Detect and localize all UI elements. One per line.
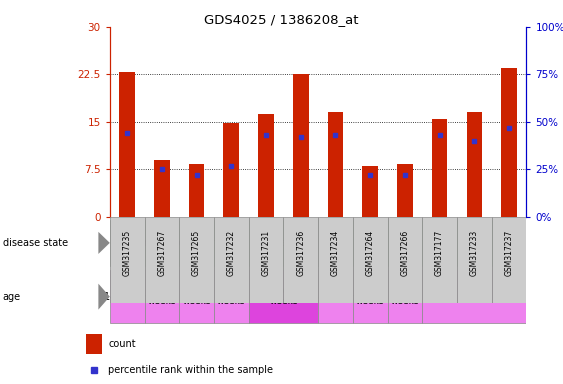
Bar	[397, 164, 413, 217]
Text: 18 weeks: 18 weeks	[104, 291, 150, 302]
FancyBboxPatch shape	[422, 270, 526, 323]
FancyBboxPatch shape	[283, 217, 318, 303]
Text: percentile rank within the sample: percentile rank within the sample	[108, 365, 273, 375]
Bar	[154, 160, 169, 217]
Text: disease state: disease state	[3, 238, 68, 248]
FancyBboxPatch shape	[387, 270, 422, 323]
Text: GSM317232: GSM317232	[227, 230, 236, 276]
Text: GSM317234: GSM317234	[331, 230, 340, 276]
Bar	[258, 114, 274, 217]
FancyBboxPatch shape	[249, 217, 283, 303]
Text: GSM317264: GSM317264	[366, 230, 374, 276]
Text: count: count	[108, 339, 136, 349]
Text: GSM317235: GSM317235	[123, 230, 132, 276]
FancyBboxPatch shape	[214, 217, 249, 303]
FancyBboxPatch shape	[318, 270, 353, 323]
Bar	[501, 68, 517, 217]
Bar	[467, 113, 482, 217]
Text: GSM317266: GSM317266	[400, 230, 409, 276]
Text: 19
weeks: 19 weeks	[148, 287, 176, 306]
FancyBboxPatch shape	[353, 217, 387, 303]
FancyBboxPatch shape	[110, 220, 318, 266]
Text: 22 weeks: 22 weeks	[451, 291, 498, 302]
Bar	[293, 74, 309, 217]
Text: 20
weeks: 20 weeks	[182, 287, 211, 306]
Text: GSM317233: GSM317233	[470, 230, 479, 276]
Text: GSM317231: GSM317231	[262, 230, 270, 276]
Text: 22
weeks: 22 weeks	[217, 287, 245, 306]
FancyBboxPatch shape	[318, 217, 353, 303]
FancyBboxPatch shape	[145, 270, 179, 323]
Bar	[224, 123, 239, 217]
Bar	[328, 113, 343, 217]
Text: GSM317237: GSM317237	[504, 230, 513, 276]
Text: 20
weeks: 20 weeks	[391, 287, 419, 306]
Text: age: age	[3, 291, 21, 302]
FancyBboxPatch shape	[179, 270, 214, 323]
Polygon shape	[99, 284, 110, 310]
FancyBboxPatch shape	[145, 217, 179, 303]
FancyBboxPatch shape	[110, 217, 145, 303]
FancyBboxPatch shape	[387, 217, 422, 303]
Text: GSM317236: GSM317236	[296, 230, 305, 276]
FancyBboxPatch shape	[318, 220, 526, 266]
Text: GSM317265: GSM317265	[192, 230, 201, 276]
Text: 18 weeks: 18 weeks	[312, 291, 359, 302]
Bar	[119, 73, 135, 217]
Text: streptozotocin-induced diabetes: streptozotocin-induced diabetes	[135, 238, 293, 248]
Bar	[432, 119, 448, 217]
Bar	[363, 166, 378, 217]
Bar	[86, 334, 102, 354]
Bar	[189, 164, 204, 217]
Text: 19
weeks: 19 weeks	[356, 287, 385, 306]
Text: control: control	[405, 238, 439, 248]
FancyBboxPatch shape	[491, 217, 526, 303]
FancyBboxPatch shape	[110, 270, 145, 323]
Polygon shape	[99, 232, 110, 254]
FancyBboxPatch shape	[179, 217, 214, 303]
FancyBboxPatch shape	[214, 270, 249, 323]
FancyBboxPatch shape	[422, 217, 457, 303]
Text: GDS4025 / 1386208_at: GDS4025 / 1386208_at	[204, 13, 359, 26]
FancyBboxPatch shape	[249, 270, 318, 323]
FancyBboxPatch shape	[353, 270, 387, 323]
Text: GSM317177: GSM317177	[435, 230, 444, 276]
FancyBboxPatch shape	[457, 217, 491, 303]
Text: 26
weeks: 26 weeks	[269, 287, 298, 306]
Text: GSM317267: GSM317267	[158, 230, 166, 276]
